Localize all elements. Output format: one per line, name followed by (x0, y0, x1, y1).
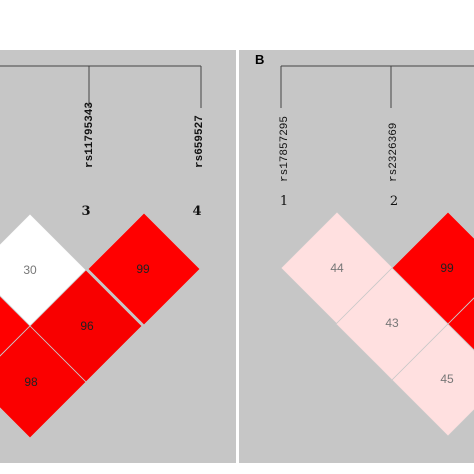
snp-label-a1: rs11795343 (84, 102, 96, 168)
snp-label-b2: rs2326369 (388, 123, 400, 182)
panel-a: rs11795343 rs659527 3 4 30 99 96 98 (0, 65, 206, 439)
panel-b-letter: B (255, 52, 264, 67)
snp-index-b1: 1 (280, 194, 288, 209)
snp-label-b1: rs17857295 (279, 116, 291, 182)
ld-value-a-30: 30 (23, 263, 37, 277)
ld-value-a-99: 99 (136, 262, 150, 276)
snp-index-a1: 3 (81, 204, 90, 219)
ld-value-a-96: 96 (80, 319, 94, 333)
snp-index-a2: 4 (192, 204, 201, 219)
ld-value-a-98: 98 (24, 375, 38, 389)
ld-cell-b-edge (447, 297, 474, 351)
snp-label-a2: rs659527 (194, 115, 206, 168)
ld-cell-a-98 (0, 325, 87, 439)
ld-value-b-99: 99 (440, 261, 454, 275)
ld-cell-b-45 (391, 323, 474, 437)
ld-value-b-45: 45 (440, 372, 454, 386)
bottom-margin (0, 463, 474, 474)
ld-value-b-43: 43 (385, 316, 399, 330)
ld-value-b-44: 44 (330, 261, 344, 275)
ld-cell-a-edge (0, 295, 31, 357)
snp-index-b2: 2 (390, 194, 398, 209)
panel-b: B rs17857295 rs2326369 1 2 44 99 43 45 (255, 52, 474, 437)
ld-cell-a-99 (87, 212, 201, 326)
